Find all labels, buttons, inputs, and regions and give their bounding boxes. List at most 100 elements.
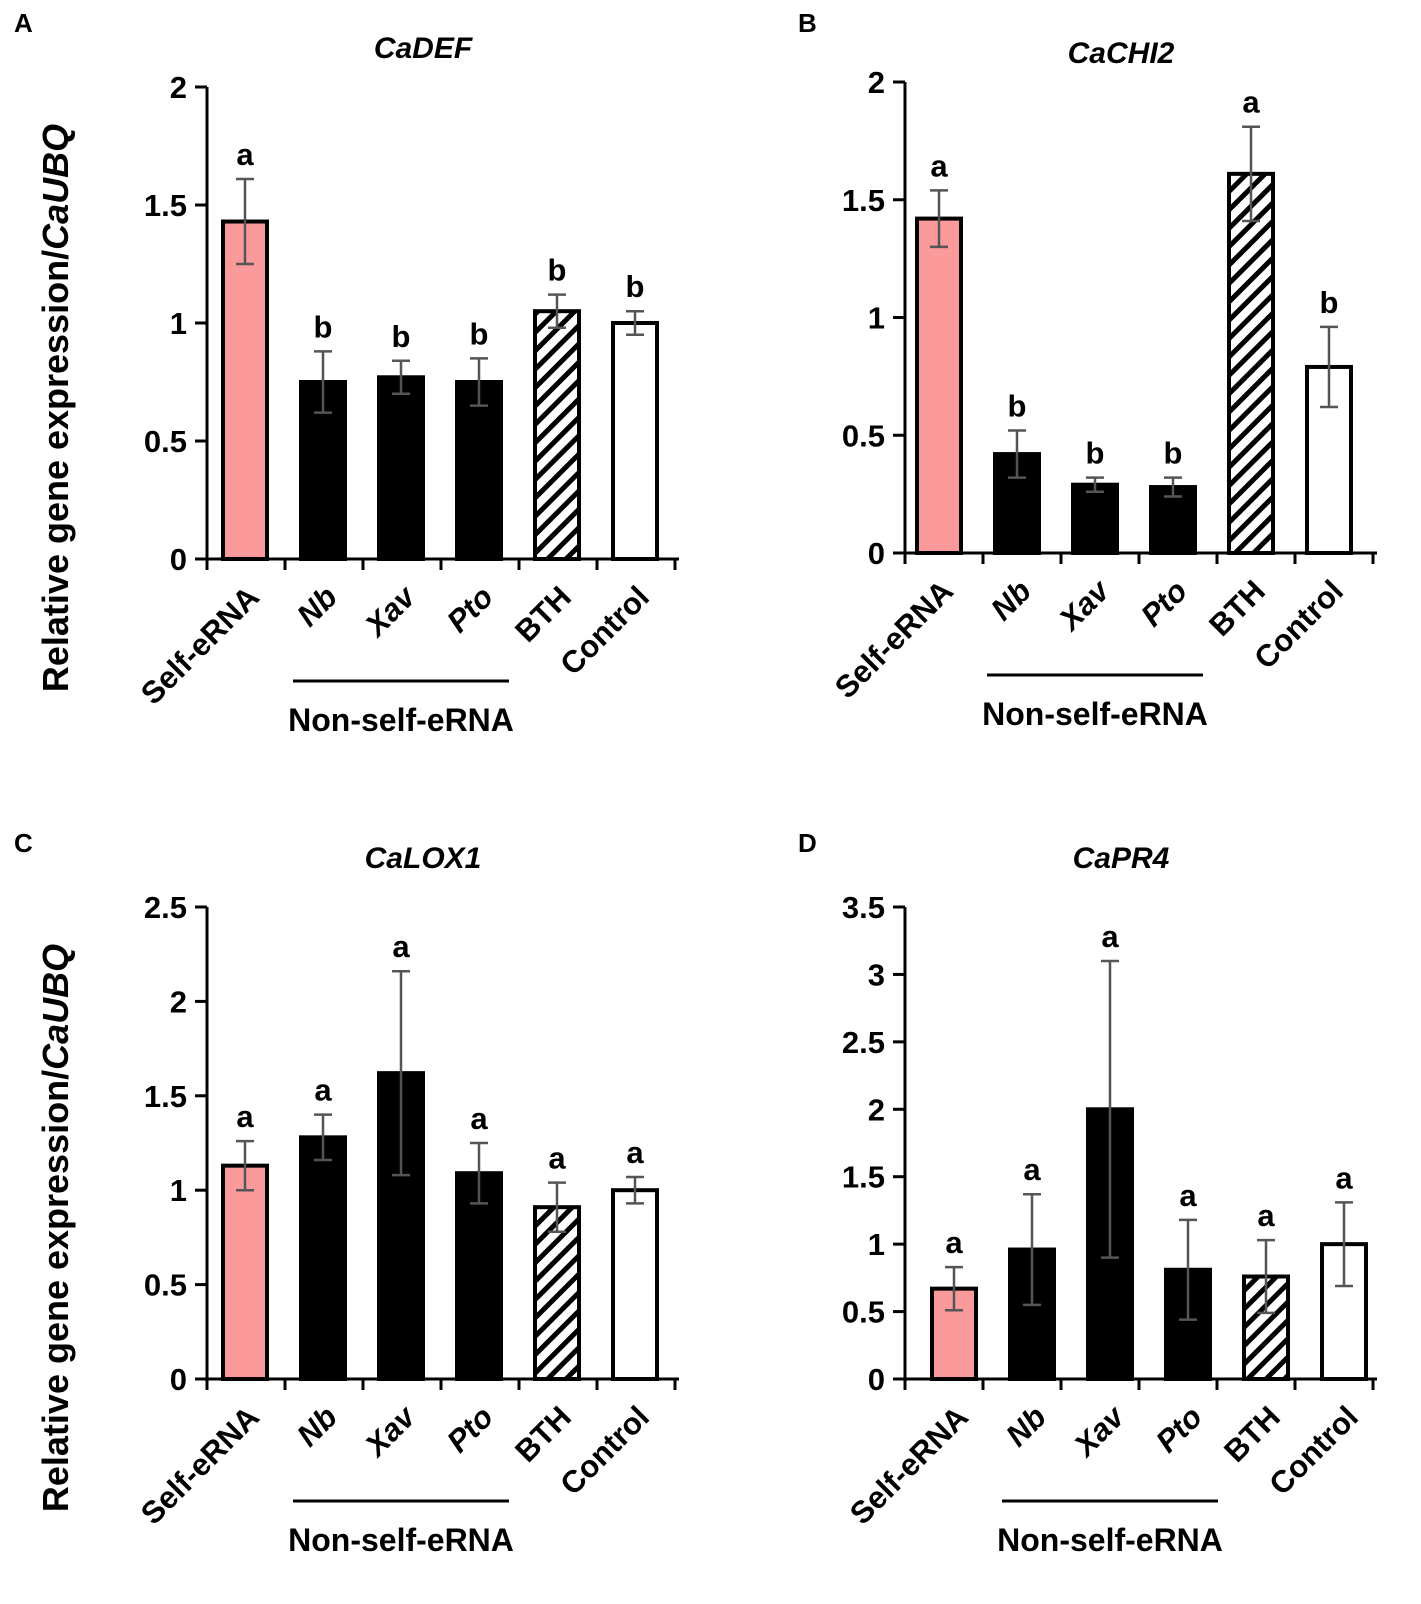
- panel-letter: A: [14, 8, 33, 38]
- category-label: Pto: [440, 579, 500, 639]
- panel-a: A CaDEF 0 0.5 1 1.5 2 a Self-eRNA b Nb b Xav b Pto b BTH…: [14, 8, 679, 738]
- panel-c: C CaLOX1 0 0.5 1 1.5 2 2.5 a Self-eRNA a Nb a Xav a Pto…: [14, 828, 679, 1558]
- category-label: Xav: [357, 578, 423, 644]
- category-label: Xav: [1066, 1398, 1132, 1464]
- y-tick-label: 1: [170, 1173, 187, 1208]
- y-axis-label: Relative gene expression/CaUBQ: [35, 124, 76, 692]
- group-label: Non-self-eRNA: [997, 1522, 1223, 1558]
- y-tick-label: 3.5: [842, 890, 885, 925]
- bar: [611, 321, 659, 561]
- bar: [1071, 482, 1119, 555]
- y-tick-label: 0: [170, 542, 187, 577]
- panel-letter: C: [14, 828, 33, 858]
- significance-letter: b: [548, 253, 567, 288]
- significance-letter: a: [1257, 1198, 1275, 1233]
- y-tick-label: 3: [868, 957, 885, 992]
- category-label: Self-eRNA: [134, 579, 266, 711]
- significance-letter: a: [626, 1135, 644, 1170]
- panel-letter: B: [798, 8, 817, 38]
- group-label: Non-self-eRNA: [288, 1522, 514, 1558]
- significance-letter: a: [236, 1099, 254, 1134]
- significance-letter: b: [470, 316, 489, 351]
- y-tick-label: 2: [170, 984, 187, 1019]
- bar: [221, 219, 269, 562]
- bar: [611, 1188, 659, 1382]
- y-tick-label: 1.5: [842, 1160, 885, 1195]
- group-label: Non-self-eRNA: [288, 702, 514, 738]
- y-tick-label: 1.5: [842, 183, 885, 218]
- category-label: BTH: [1217, 1399, 1287, 1469]
- y-tick-label: 0.5: [144, 424, 187, 459]
- category-label: BTH: [1202, 573, 1272, 643]
- category-label: Control: [553, 1399, 656, 1502]
- y-tick-label: 2.5: [144, 890, 187, 925]
- y-tick-label: 1.5: [144, 1079, 187, 1114]
- chart-title: CaDEF: [374, 32, 473, 65]
- category-label: Pto: [440, 1399, 500, 1459]
- significance-letter: b: [1086, 436, 1105, 471]
- significance-letter: a: [1242, 85, 1260, 120]
- category-label: Nb: [999, 1399, 1053, 1453]
- bar: [1149, 485, 1197, 555]
- significance-letter: b: [392, 319, 411, 354]
- bar: [1227, 171, 1275, 555]
- y-tick-label: 0.5: [842, 418, 885, 453]
- y-tick-label: 1.5: [144, 188, 187, 223]
- category-label: Nb: [290, 1399, 344, 1453]
- significance-letter: a: [1335, 1160, 1353, 1195]
- category-label: Control: [1262, 1399, 1365, 1502]
- y-axis-label-prefix: Relative gene expression/: [35, 250, 76, 692]
- bar: [1320, 1242, 1368, 1381]
- significance-letter: b: [1008, 389, 1027, 424]
- bar: [915, 216, 963, 555]
- panel-letter: D: [798, 828, 817, 858]
- y-tick-label: 2: [170, 70, 187, 105]
- y-tick-label: 2: [868, 65, 885, 100]
- bar: [533, 309, 581, 562]
- y-tick-label: 1: [170, 306, 187, 341]
- y-tick-label: 1: [868, 301, 885, 336]
- significance-letter: a: [548, 1141, 566, 1176]
- category-label: Nb: [984, 573, 1038, 627]
- significance-letter: a: [945, 1225, 963, 1260]
- y-tick-label: 1: [868, 1227, 885, 1262]
- bar: [221, 1163, 269, 1381]
- significance-letter: a: [392, 929, 410, 964]
- category-label: Xav: [1051, 572, 1117, 638]
- y-axis-label-gene: CaUBQ: [35, 944, 76, 1070]
- chart-title: CaLOX1: [365, 842, 482, 875]
- category-label: Control: [553, 579, 656, 682]
- y-tick-label: 0: [170, 1362, 187, 1397]
- significance-letter: b: [1164, 436, 1183, 471]
- category-label: Pto: [1134, 573, 1194, 633]
- significance-letter: a: [236, 137, 254, 172]
- category-label: Xav: [357, 1398, 423, 1464]
- y-tick-label: 2.5: [842, 1025, 885, 1060]
- bar: [455, 380, 503, 561]
- significance-letter: a: [470, 1101, 488, 1136]
- significance-letter: a: [1023, 1152, 1041, 1187]
- bar: [533, 1205, 581, 1381]
- y-axis-label: Relative gene expression/CaUBQ: [35, 944, 76, 1512]
- y-tick-label: 0: [868, 1362, 885, 1397]
- bar: [377, 375, 425, 561]
- bar: [299, 1135, 347, 1381]
- group-label: Non-self-eRNA: [982, 696, 1208, 732]
- chart-title: CaCHI2: [1068, 37, 1175, 70]
- category-label: Self-eRNA: [828, 573, 960, 705]
- significance-letter: b: [1320, 285, 1339, 320]
- category-label: Self-eRNA: [843, 1399, 975, 1531]
- chart-title: CaPR4: [1073, 842, 1170, 875]
- significance-letter: b: [314, 309, 333, 344]
- y-tick-label: 2: [868, 1092, 885, 1127]
- panel-d: D CaPR4 0 0.5 1 1.5 2 2.5 3 3.5 a Self-eRNA a Nb a Xav a…: [798, 828, 1377, 1558]
- significance-letter: a: [314, 1073, 332, 1108]
- category-label: Self-eRNA: [134, 1399, 266, 1531]
- y-tick-label: 0.5: [144, 1268, 187, 1303]
- category-label: Nb: [290, 579, 344, 633]
- y-axis-label-gene: CaUBQ: [35, 124, 76, 250]
- category-label: BTH: [508, 1399, 578, 1469]
- significance-letter: b: [626, 269, 645, 304]
- y-tick-label: 0.5: [842, 1295, 885, 1330]
